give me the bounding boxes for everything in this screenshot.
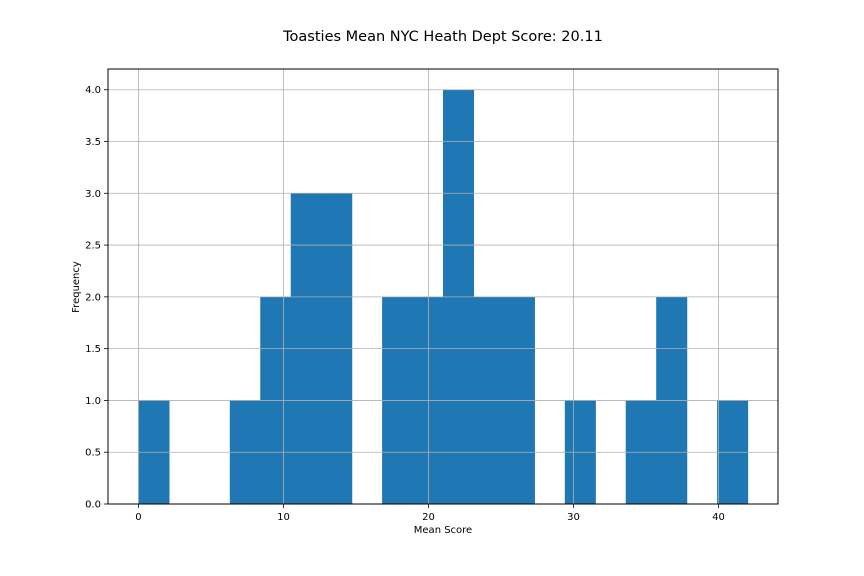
y-axis-label: Frequency [71, 261, 82, 313]
plot-frame [107, 68, 779, 505]
x-tick-label: 20 [422, 512, 435, 523]
y-tick-label: 3.0 [85, 189, 101, 200]
y-tick-label: 1.0 [85, 396, 101, 407]
y-tick-label: 2.5 [85, 241, 101, 252]
x-tick-label: 0 [135, 512, 141, 523]
ticks-layer: 0 10 20 30 40 0.0 0.5 1.0 1.5 2.0 2.5 3.0 3.5 4.0 [85, 85, 725, 523]
y-tick-label: 4.0 [85, 85, 101, 96]
y-tick-label: 2.0 [85, 292, 101, 303]
y-tick-label: 1.5 [85, 344, 101, 355]
x-tick-label: 40 [712, 512, 725, 523]
y-tick-label: 0.0 [85, 500, 101, 511]
x-tick-label: 10 [277, 512, 290, 523]
x-tick-label: 30 [567, 512, 580, 523]
chart-title: Toasties Mean NYC Heath Dept Score: 20.1… [282, 29, 603, 45]
x-axis-label: Mean Score [414, 525, 472, 536]
y-tick-label: 3.5 [85, 137, 101, 148]
y-tick-label: 0.5 [85, 448, 101, 459]
